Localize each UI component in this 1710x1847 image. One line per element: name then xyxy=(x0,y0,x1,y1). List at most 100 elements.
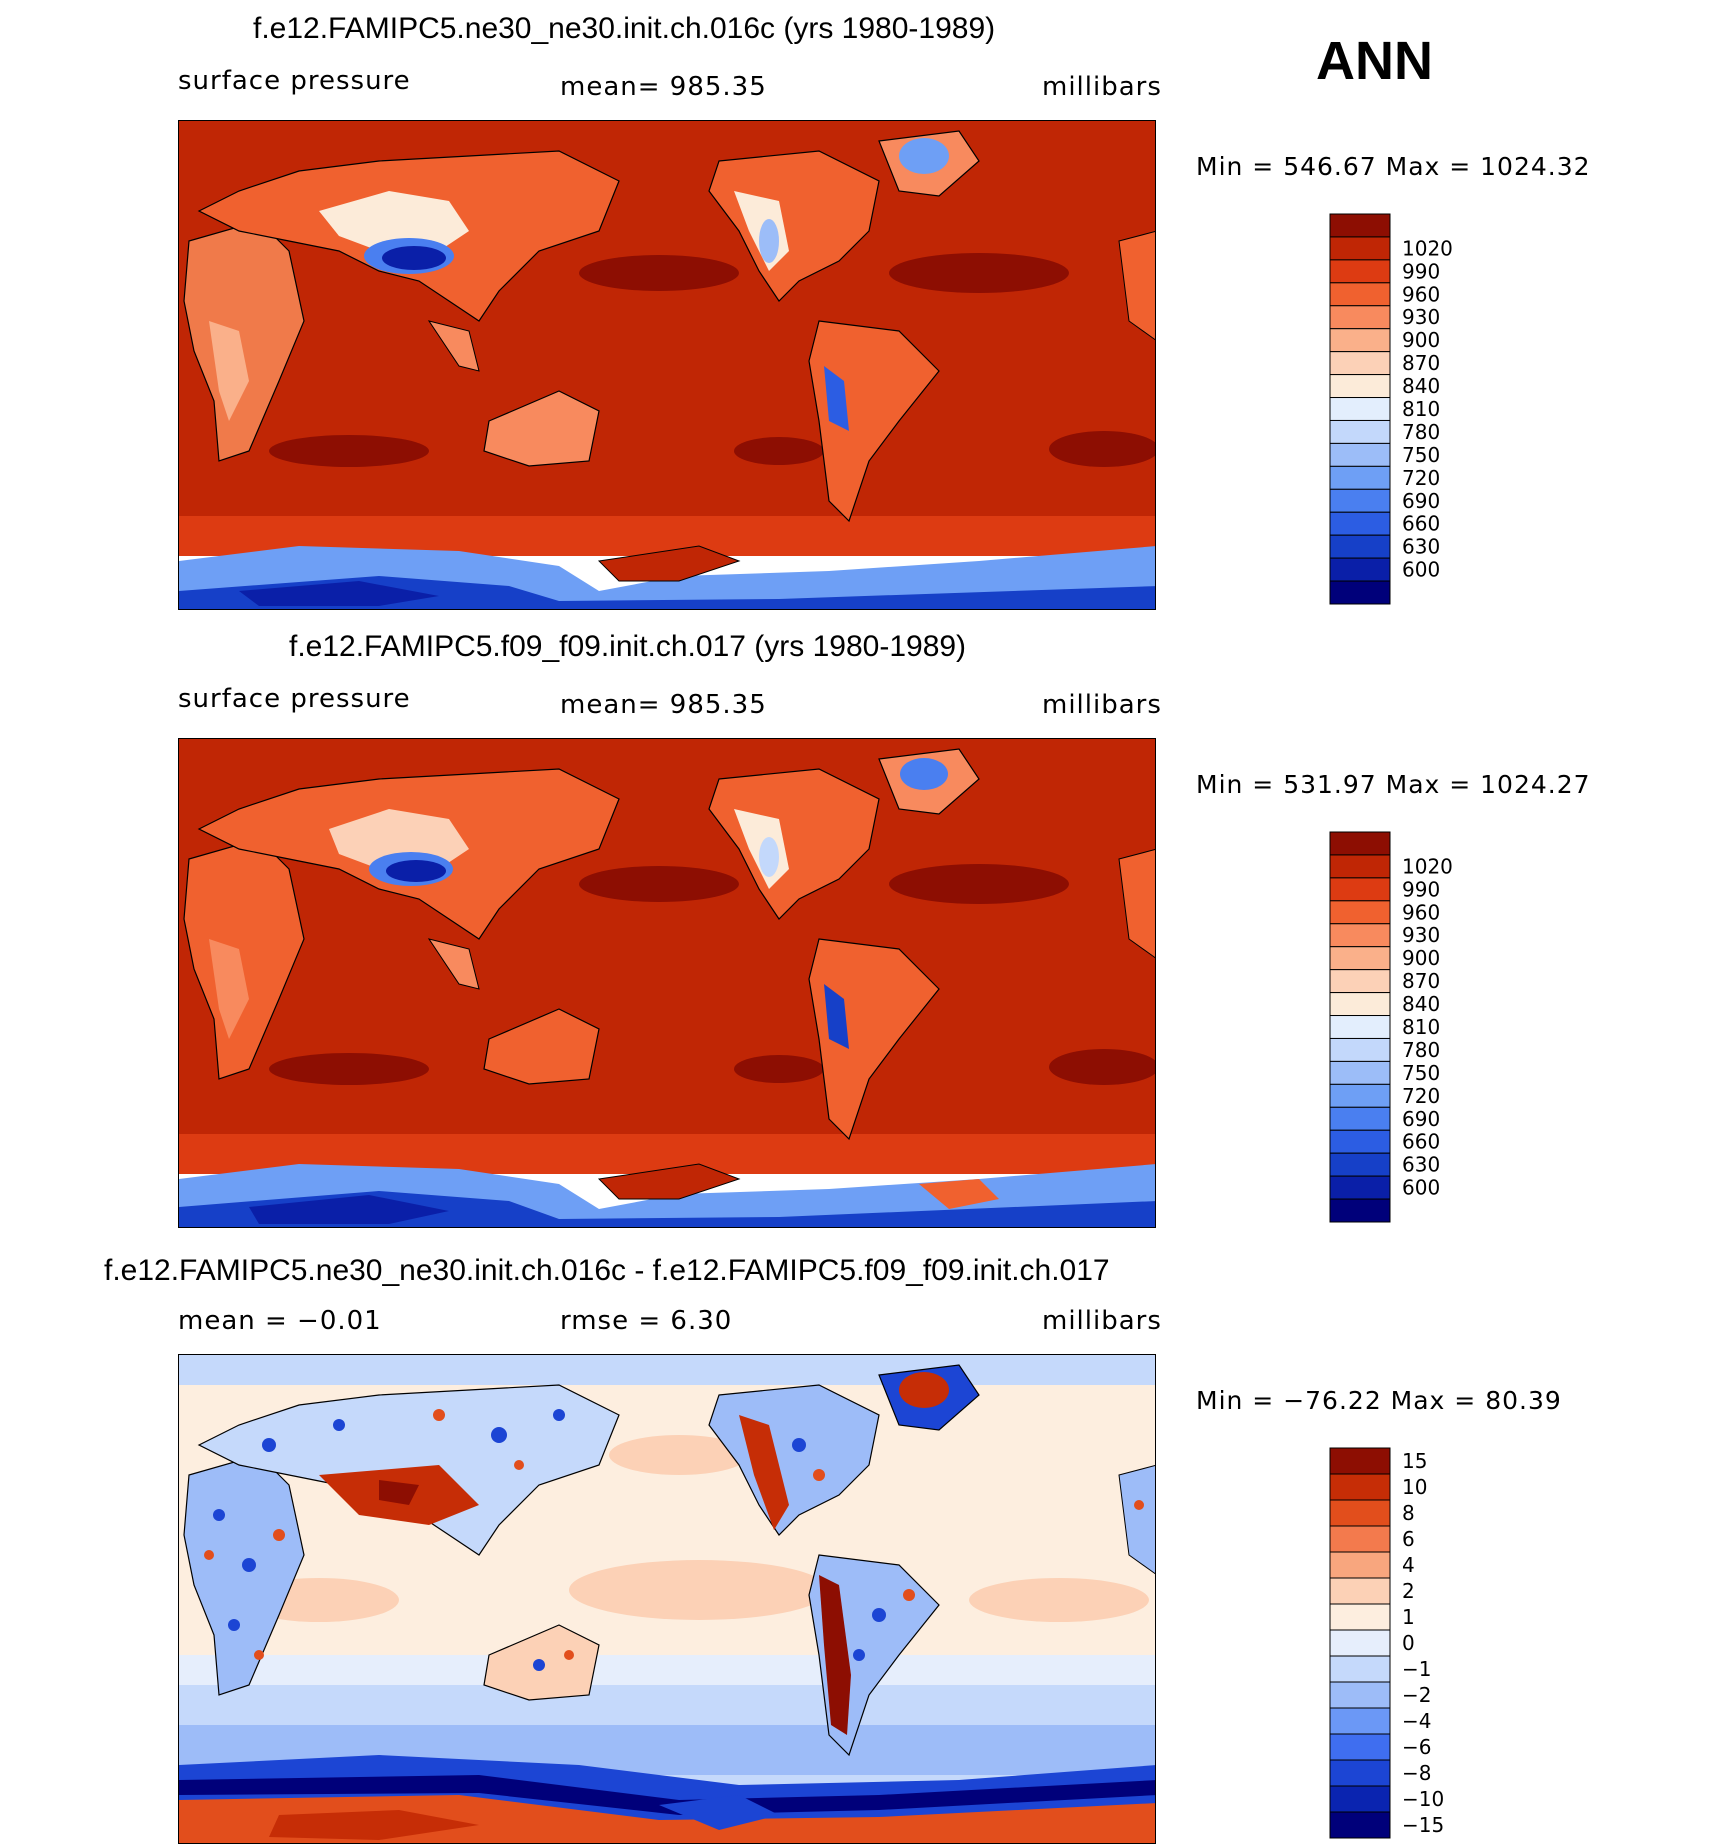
colorbar-box xyxy=(1329,946,1391,971)
panel3-map-svg xyxy=(179,1355,1155,1843)
colorbar-label: 780 xyxy=(1402,1038,1440,1062)
colorbar-label: 8 xyxy=(1402,1501,1415,1525)
colorbar-label: −2 xyxy=(1402,1683,1431,1707)
colorbar-label: 630 xyxy=(1402,1153,1440,1177)
colorbar-label: 870 xyxy=(1402,969,1440,993)
panel3-map xyxy=(178,1354,1156,1844)
panel2-map-svg xyxy=(179,739,1155,1227)
panel1-map xyxy=(178,120,1156,610)
colorbar-label: 690 xyxy=(1402,1107,1440,1131)
colorbar-box xyxy=(1329,1175,1391,1200)
panel3-units-label: millibars xyxy=(1042,1306,1162,1336)
colorbar-box xyxy=(1329,1037,1391,1062)
colorbar-box xyxy=(1329,419,1391,444)
panel1-minmax: Min = 546.67 Max = 1024.32 xyxy=(1196,152,1591,181)
colorbar-label: 840 xyxy=(1402,374,1440,398)
panel3-minmax: Min = −76.22 Max = 80.39 xyxy=(1196,1386,1562,1415)
colorbar-box xyxy=(1329,1707,1391,1735)
colorbar-label: 900 xyxy=(1402,328,1440,352)
colorbar-label: 1020 xyxy=(1402,236,1453,260)
colorbar-box xyxy=(1329,557,1391,582)
colorbar-label: 6 xyxy=(1402,1527,1415,1551)
colorbar-label: 630 xyxy=(1402,535,1440,559)
colorbar-label: 660 xyxy=(1402,1130,1440,1154)
colorbar-box xyxy=(1329,1655,1391,1683)
colorbar-label: 900 xyxy=(1402,946,1440,970)
panel2-colorbar-svg: 1020990960930900870840810780750720690660… xyxy=(1329,831,1453,1223)
colorbar-label: 810 xyxy=(1402,1015,1440,1039)
panel2-left-label: surface pressure xyxy=(178,684,411,714)
colorbar-box xyxy=(1329,1681,1391,1709)
colorbar-label: 810 xyxy=(1402,397,1440,421)
colorbar-box xyxy=(1329,580,1391,605)
season-label: ANN xyxy=(1316,31,1433,91)
colorbar-label: 780 xyxy=(1402,420,1440,444)
colorbar-label: 690 xyxy=(1402,489,1440,513)
colorbar-label: −10 xyxy=(1402,1787,1444,1811)
colorbar-label: 990 xyxy=(1402,877,1440,901)
colorbar-box xyxy=(1329,1629,1391,1657)
colorbar-box xyxy=(1329,511,1391,536)
colorbar-label: 15 xyxy=(1402,1449,1427,1473)
colorbar-box xyxy=(1329,1525,1391,1553)
panel2-title: f.e12.FAMIPC5.f09_f09.init.ch.017 (yrs 1… xyxy=(289,630,967,663)
colorbar-label: 2 xyxy=(1402,1579,1415,1603)
colorbar-box xyxy=(1329,1551,1391,1579)
panel2-mean-label: mean= 985.35 xyxy=(560,690,767,720)
colorbar-box xyxy=(1329,1603,1391,1631)
panel2-map xyxy=(178,738,1156,1228)
colorbar-label: 930 xyxy=(1402,923,1440,947)
panel3-colorbar: 15 10 8 6 4 2 1 0 −1 −2 −4 −6 −8 −10 −15 xyxy=(1329,1447,1450,1839)
panel1-left-label: surface pressure xyxy=(178,66,411,96)
colorbar-label: 10 xyxy=(1402,1475,1427,1499)
colorbar-label: −8 xyxy=(1402,1761,1431,1785)
colorbar-box xyxy=(1329,1785,1391,1813)
colorbar-label: 870 xyxy=(1402,351,1440,375)
panel2-units-label: millibars xyxy=(1042,690,1162,720)
colorbar-box xyxy=(1329,1447,1391,1475)
colorbar-label: 600 xyxy=(1402,558,1440,582)
colorbar-box xyxy=(1329,397,1391,421)
colorbar-label: 750 xyxy=(1402,1061,1440,1085)
colorbar-label: −6 xyxy=(1402,1735,1431,1759)
colorbar-label: 0 xyxy=(1402,1631,1415,1655)
colorbar-label: 930 xyxy=(1402,305,1440,329)
colorbar-box xyxy=(1329,374,1391,399)
colorbar-label: 660 xyxy=(1402,512,1440,536)
colorbar-box xyxy=(1329,1060,1391,1085)
colorbar-label: 720 xyxy=(1402,1084,1440,1108)
colorbar-box xyxy=(1329,213,1391,238)
colorbar-box xyxy=(1329,465,1391,490)
panel2-minmax: Min = 531.97 Max = 1024.27 xyxy=(1196,770,1591,799)
colorbar-box xyxy=(1329,1083,1391,1108)
colorbar-label: 960 xyxy=(1402,282,1440,306)
colorbar-box xyxy=(1329,1015,1391,1039)
colorbar-box xyxy=(1329,1198,1391,1223)
colorbar-label: −15 xyxy=(1402,1813,1444,1837)
panel1-map-svg xyxy=(179,121,1155,609)
colorbar-box xyxy=(1329,1473,1391,1501)
panel1-colorbar: 1020 990 960 930 900 870 840 810 780 750 720 690 660… xyxy=(1329,213,1453,605)
panel2-colorbar: 1020 990 960 930 900 870 840 810 780 750 720 690 660… xyxy=(1329,831,1453,1223)
colorbar-box xyxy=(1329,1499,1391,1527)
panel1-colorbar-svg: 1020990960930900870840810780750720690660… xyxy=(1329,213,1453,605)
colorbar-label: 720 xyxy=(1402,466,1440,490)
colorbar-label: 990 xyxy=(1402,259,1440,283)
colorbar-label: 1020 xyxy=(1402,854,1453,878)
panel1-title: f.e12.FAMIPC5.ne30_ne30.init.ch.016c (yr… xyxy=(253,12,996,45)
colorbar-box xyxy=(1329,351,1391,376)
colorbar-label: 4 xyxy=(1402,1553,1415,1577)
colorbar-box xyxy=(1329,877,1391,902)
colorbar-box xyxy=(1329,328,1391,353)
colorbar-box xyxy=(1329,282,1391,307)
colorbar-box xyxy=(1329,854,1391,879)
colorbar-box xyxy=(1329,442,1391,467)
colorbar-box xyxy=(1329,305,1391,330)
colorbar-label: 840 xyxy=(1402,992,1440,1016)
colorbar-box xyxy=(1329,900,1391,925)
panel3-title: f.e12.FAMIPC5.ne30_ne30.init.ch.016c - f… xyxy=(104,1254,1110,1287)
colorbar-box xyxy=(1329,1759,1391,1787)
colorbar-label: 1 xyxy=(1402,1605,1415,1629)
colorbar-box xyxy=(1329,259,1391,284)
